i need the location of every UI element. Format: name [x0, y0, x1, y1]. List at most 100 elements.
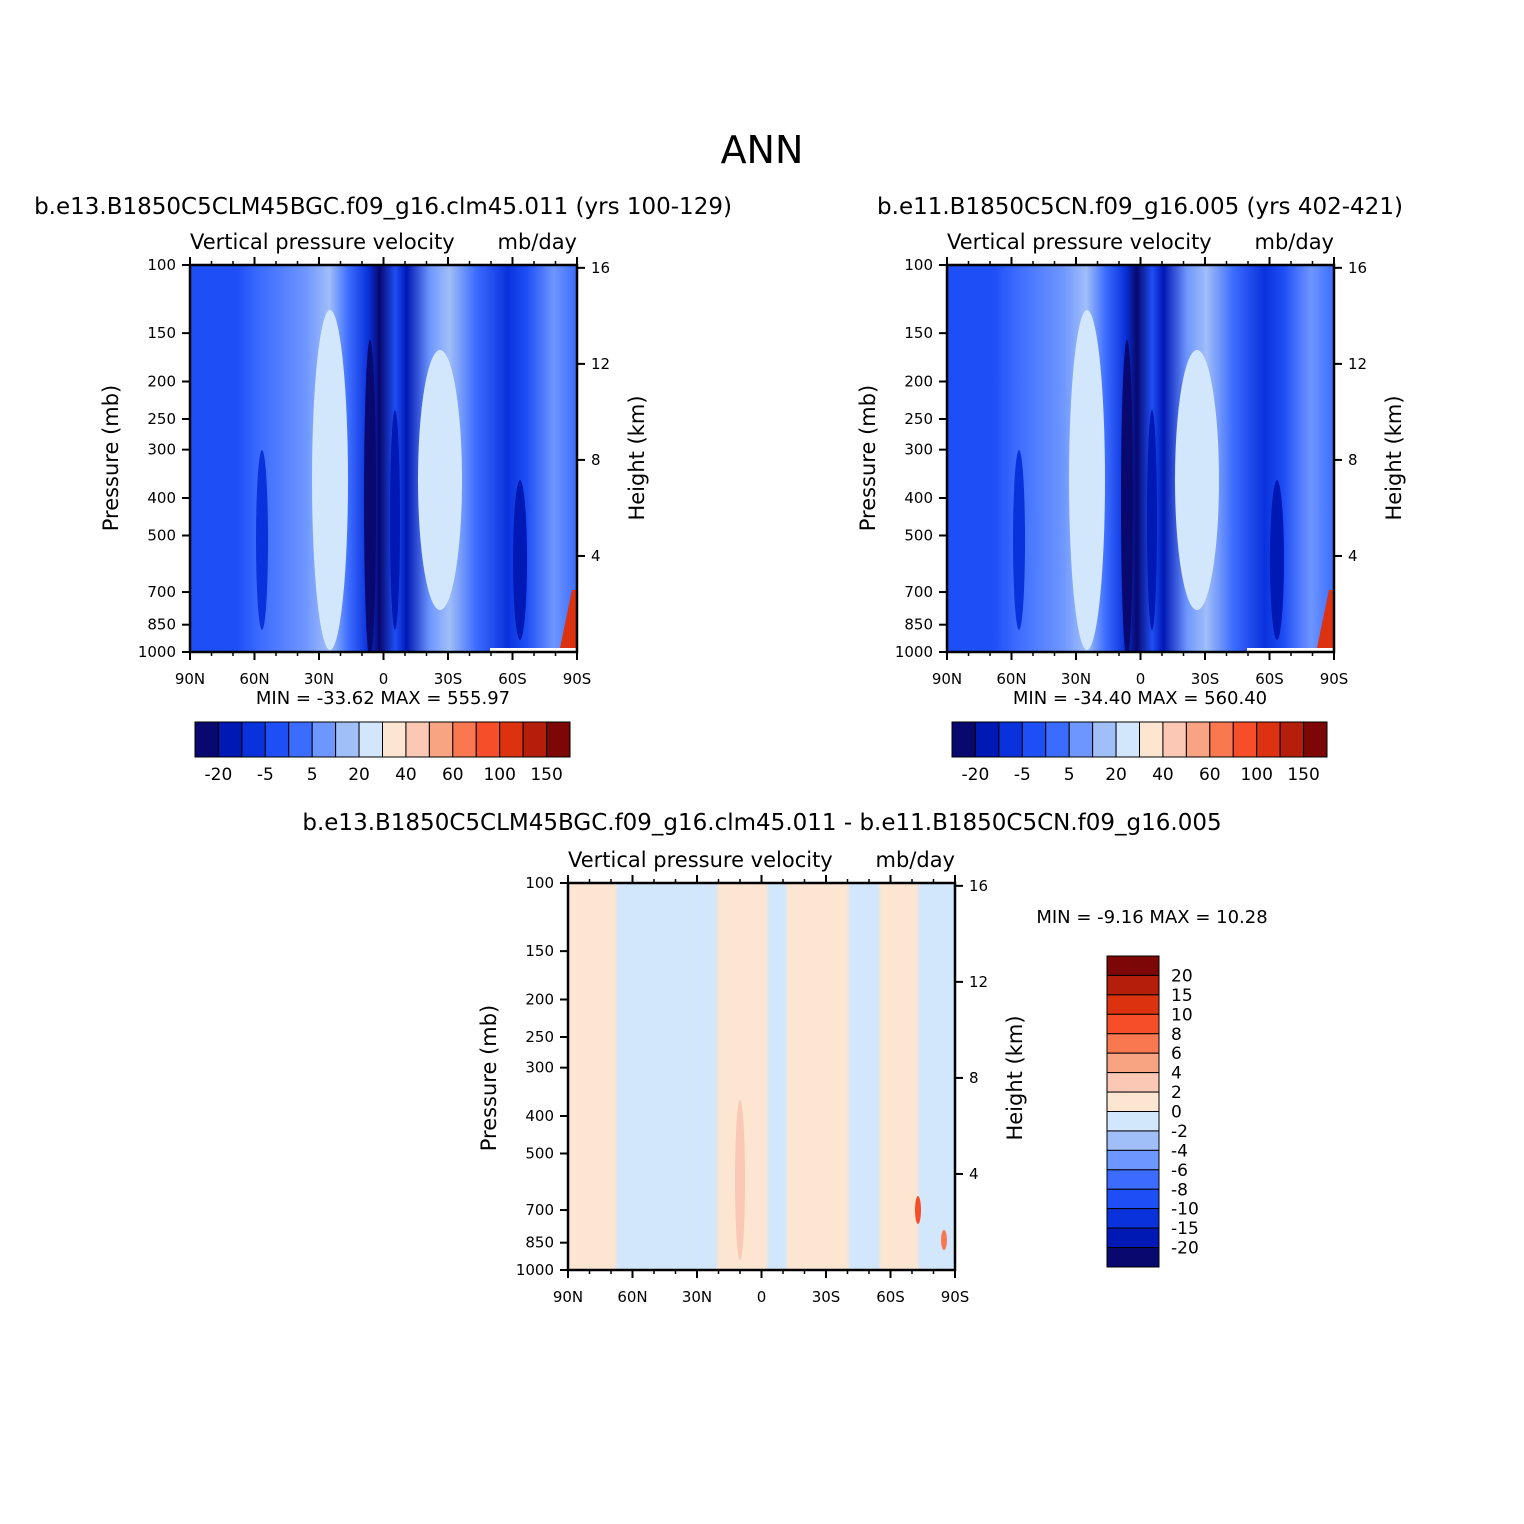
colorbar-swatch — [1256, 721, 1281, 758]
colorbar-swatch — [1209, 721, 1234, 758]
latitude-tick-label: 30N — [304, 670, 334, 688]
height-tick-label: 16 — [1348, 259, 1367, 277]
panel-2-region-itcz — [1121, 340, 1133, 652]
panel-2-units: mb/day — [1255, 230, 1335, 254]
diff-colorbar-swatch — [1106, 1072, 1160, 1093]
latitude-tick-label: 30N — [1061, 670, 1091, 688]
colorbar-swatch — [1045, 721, 1070, 758]
diff-colorbar-swatch — [1106, 1091, 1160, 1112]
colorbar-swatch — [1068, 721, 1094, 758]
panel-3-case-title: b.e13.B1850C5CLM45BGC.f09_g16.clm45.011 … — [302, 810, 1221, 836]
panel-2-field — [947, 265, 1334, 652]
panel-2-ticks: 100 150 200 250 300 400 500 700 850 1000 16 12 8 4 90N… — [895, 256, 1367, 688]
pressure-tick-label: 150 — [525, 942, 554, 960]
diff-colorbar-swatch — [1106, 1013, 1160, 1035]
diff-colorbar-swatch — [1106, 955, 1160, 976]
height-tick-label: 12 — [591, 355, 610, 373]
diff-colorbar-swatch — [1106, 1111, 1160, 1132]
diff-colorbar-swatch — [1106, 994, 1160, 1015]
diff-colorbar-label: 0 — [1171, 1103, 1182, 1123]
colorbar-swatch — [1092, 721, 1117, 758]
diff-colorbar-swatch — [1106, 1227, 1160, 1249]
height-tick-label: 8 — [1348, 451, 1358, 469]
panel-2-ylabel-left: Pressure (mb) — [856, 385, 880, 532]
pressure-tick-label: 500 — [525, 1145, 554, 1163]
latitude-tick-label: 30S — [1191, 670, 1220, 688]
diff-colorbar-swatch — [1106, 1208, 1160, 1229]
latitude-tick-label: 90S — [941, 1288, 970, 1306]
pressure-tick-label: 500 — [147, 527, 176, 545]
diff-colorbar-label: 15 — [1171, 986, 1193, 1006]
panel-3-region-positive-anomaly — [735, 1100, 745, 1260]
latitude-tick-label: 30S — [434, 670, 463, 688]
colorbar-label: -5 — [1014, 765, 1031, 785]
panel-2-region-antarctic-max — [1317, 590, 1334, 648]
panel-1-ticks: 100 150 200 250 300 400 500 700 850 1000 16 12 8 4 90N… — [138, 256, 610, 688]
diff-colorbar-label: -20 — [1171, 1239, 1199, 1259]
pressure-tick-label: 200 — [904, 372, 933, 390]
diff-colorbar-label: -2 — [1171, 1122, 1188, 1142]
colorbar-swatch — [998, 721, 1023, 758]
colorbar-swatch — [475, 721, 501, 758]
colorbar-swatch — [1232, 721, 1258, 758]
colorbar-swatch — [264, 721, 290, 758]
pressure-tick-label: 1000 — [895, 643, 933, 661]
pressure-tick-label: 850 — [525, 1234, 554, 1252]
colorbar-label: 100 — [1240, 765, 1272, 785]
latitude-tick-label: 0 — [379, 670, 389, 688]
panel-1: b.e13.B1850C5CLM45BGC.f09_g16.clm45.011 … — [34, 194, 732, 785]
pressure-tick-label: 700 — [525, 1201, 554, 1219]
colorbar-swatch — [241, 721, 266, 758]
height-tick-label: 12 — [1348, 355, 1367, 373]
panel-1-ylabel-right: Height (km) — [625, 395, 649, 520]
panel-1-region-antarctic-max — [560, 590, 577, 648]
panel-1-units: mb/day — [498, 230, 578, 254]
pressure-tick-label: 150 — [147, 324, 176, 342]
diff-colorbar-label: -4 — [1171, 1141, 1188, 1161]
diff-colorbar-swatch — [1106, 1247, 1160, 1268]
colorbar-label: 40 — [395, 765, 417, 785]
latitude-tick-label: 30S — [812, 1288, 841, 1306]
colorbar-label: -5 — [257, 765, 274, 785]
colorbar-label: -20 — [205, 765, 233, 785]
colorbar-swatch — [358, 721, 383, 758]
diff-colorbar-label: 20 — [1171, 966, 1193, 986]
panel-2-field-background — [947, 265, 1334, 652]
panel-2-minmax: MIN = -34.40 MAX = 560.40 — [1013, 688, 1267, 709]
latitude-tick-label: 0 — [757, 1288, 767, 1306]
panel-1-region-sh-subsidence — [418, 350, 462, 610]
pressure-tick-label: 300 — [904, 441, 933, 459]
latitude-tick-label: 60N — [996, 670, 1026, 688]
colorbar-label: 20 — [1105, 765, 1127, 785]
panel-2-colorbar: -20 -5 5 20 40 60 100 150 — [951, 721, 1328, 785]
latitude-tick-label: 90N — [553, 1288, 583, 1306]
panel-1-region-nh-storm-track — [256, 450, 268, 630]
diff-colorbar-label: 8 — [1171, 1025, 1182, 1045]
panel-2-ylabel-right: Height (km) — [1382, 395, 1406, 520]
pressure-tick-label: 250 — [904, 410, 933, 428]
colorbar-swatch — [288, 721, 313, 758]
panel-1-field — [190, 265, 577, 652]
panel-1-region-itcz — [364, 340, 376, 652]
panel-3: b.e13.B1850C5CLM45BGC.f09_g16.clm45.011 … — [302, 810, 1267, 1306]
colorbar-swatch — [1162, 721, 1187, 758]
panel-3-field — [568, 883, 955, 1270]
latitude-tick-label: 90N — [175, 670, 205, 688]
diff-colorbar-swatch — [1106, 1130, 1160, 1151]
colorbar-swatch — [452, 721, 477, 758]
colorbar-swatch — [335, 721, 360, 758]
pressure-tick-label: 300 — [525, 1059, 554, 1077]
diff-colorbar-label: -10 — [1171, 1200, 1199, 1220]
colorbar-label: 5 — [307, 765, 318, 785]
latitude-tick-label: 90N — [932, 670, 962, 688]
diff-colorbar-swatch — [1106, 1052, 1160, 1074]
panel-3-ylabel-right: Height (km) — [1003, 1015, 1027, 1140]
height-tick-label: 8 — [969, 1069, 979, 1087]
colorbar-label: 20 — [348, 765, 370, 785]
pressure-tick-label: 100 — [904, 256, 933, 274]
diff-colorbar-label: 10 — [1171, 1005, 1193, 1025]
pressure-tick-label: 250 — [525, 1028, 554, 1046]
height-tick-label: 12 — [969, 973, 988, 991]
pressure-tick-label: 150 — [904, 324, 933, 342]
colorbar-swatch — [1185, 721, 1211, 758]
